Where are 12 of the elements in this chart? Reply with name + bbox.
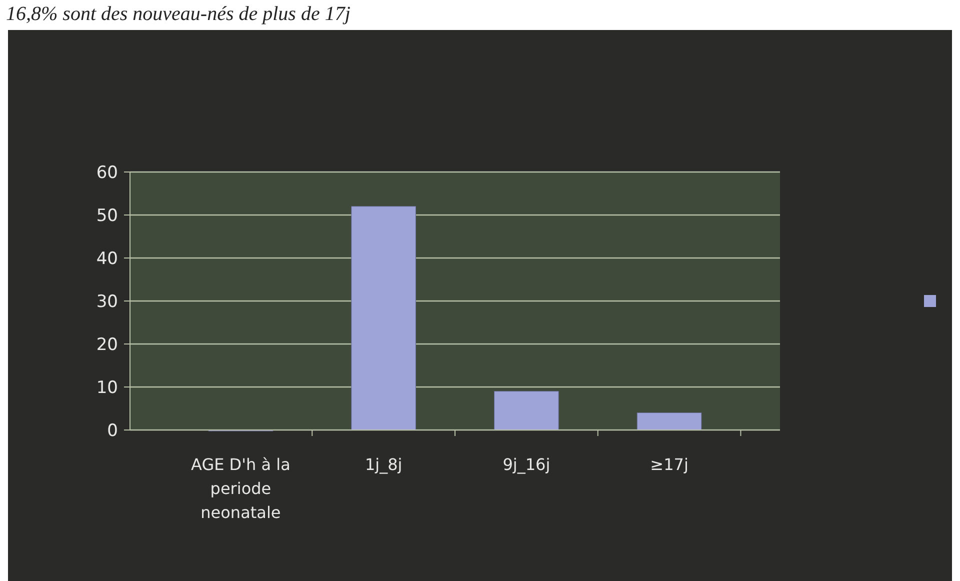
x-tick-label: ≥17j [650,455,688,474]
y-tick-label: 30 [96,292,118,312]
y-tick-label: 10 [96,378,118,398]
x-tick-label: AGE D'h à la periode neonatale [191,455,290,522]
y-tick-label: 40 [96,248,118,269]
x-tick-label: 1j_8j [364,455,402,474]
y-tick-label: 20 [96,334,118,355]
y-tick-label: 50 [96,206,118,226]
x-tick-label: 9j_16j [502,455,550,474]
text: 16,8% sont des nouveau-nés de plus de 17j [6,3,351,25]
y-tick-label: 0 [107,420,118,441]
y-tick-label: 60 [96,162,118,183]
